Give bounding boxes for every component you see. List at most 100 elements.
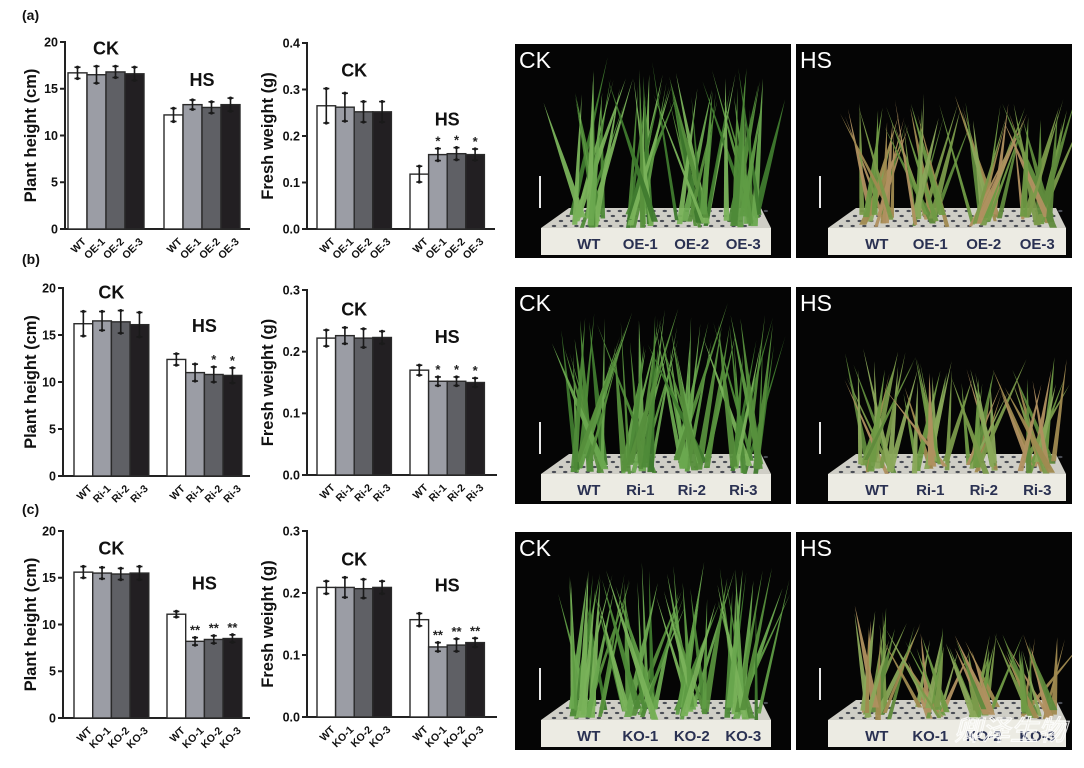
- bar-hs-ri-2: [203, 373, 224, 477]
- y-tick-label: 10: [42, 618, 56, 632]
- y-axis-title: Fresh weight (g): [259, 560, 277, 687]
- tray-hole: [957, 214, 963, 218]
- tray-hole: [693, 711, 698, 715]
- seedling-blade: [653, 93, 706, 224]
- seedling-blade: [948, 646, 976, 710]
- tray-hole: [946, 214, 951, 218]
- group-label-hs: HS: [192, 316, 217, 336]
- error-cap-dot: [132, 78, 137, 82]
- bar-hs-ri-1: [427, 380, 448, 476]
- error-cap-dot: [324, 121, 328, 125]
- seedling-blade: [997, 118, 1023, 219]
- error-cap-dot: [209, 111, 214, 115]
- seedling-blade: [680, 602, 716, 717]
- error-cap-dot: [380, 120, 384, 124]
- significance-marker: **: [227, 620, 238, 635]
- seedling-blade: [1027, 645, 1058, 711]
- photo-c-ck: WT KO-1 KO-2 KO-3 CK: [515, 532, 791, 750]
- seedling-blade: [940, 651, 970, 712]
- x-tick-label: WT: [411, 481, 431, 501]
- bar-ck-oe-1: [334, 106, 355, 230]
- significance-marker: *: [435, 134, 441, 149]
- group-label-ck: CK: [341, 550, 367, 570]
- tray-hole: [897, 716, 902, 720]
- group-label-ck: CK: [341, 300, 367, 320]
- tray-label-ko-1: KO-1: [912, 728, 948, 745]
- condition-label: CK: [519, 535, 552, 561]
- seedling-blade: [701, 598, 708, 709]
- tray-front: [541, 720, 771, 747]
- seedling-blade: [577, 313, 595, 469]
- panel-label-b: (b): [22, 251, 40, 267]
- condition-label: HS: [800, 47, 832, 73]
- bar-hs-ri-3: [465, 381, 486, 476]
- seedling-blade: [740, 318, 763, 469]
- error-cap-dot: [171, 119, 176, 124]
- tray-hole: [1020, 219, 1026, 223]
- condition-label: HS: [800, 290, 832, 316]
- bar-hs-ko-1: [427, 646, 448, 718]
- error-cap-dot: [454, 146, 459, 150]
- seedling-blade: [584, 589, 615, 718]
- seedling-blade: [1022, 650, 1042, 717]
- error-cap-dot: [212, 634, 216, 638]
- tray-hole: [686, 716, 691, 720]
- tray-hole: [659, 465, 665, 469]
- tray-hole: [1004, 706, 1009, 710]
- seedling-blade: [605, 570, 659, 720]
- seedling-blade: [572, 78, 626, 222]
- seedling-blade: [1026, 99, 1064, 216]
- y-tick-label: 0.1: [283, 407, 300, 421]
- tray-hole: [671, 219, 676, 223]
- photo-svg: WT OE-1 OE-2 OE-3 HS: [796, 44, 1072, 258]
- tray-hole: [932, 224, 937, 228]
- tray-hole: [1058, 455, 1063, 459]
- error-cap-dot: [343, 91, 347, 95]
- seedling-blade: [608, 79, 659, 222]
- error-cap-dot: [137, 310, 142, 315]
- bar-hs-wt: [409, 369, 430, 476]
- significance-marker: *: [435, 362, 441, 377]
- seedling-blade: [863, 357, 916, 461]
- tray-label-oe-1: OE-1: [623, 236, 658, 253]
- seedling-blade: [673, 322, 709, 461]
- tray-hole: [990, 224, 995, 228]
- seedling-blade: [1046, 111, 1058, 218]
- error-cap-dot: [436, 375, 440, 379]
- tray-hole: [708, 716, 714, 720]
- seedling-blade: [675, 72, 710, 224]
- photo-svg: WT Ri-1 Ri-2 Ri-3 CK: [515, 287, 791, 504]
- tray-hole: [950, 219, 956, 223]
- tray-hole: [720, 224, 725, 228]
- seedling-blade: [933, 646, 944, 708]
- seedling-blade: [598, 600, 632, 715]
- error-cap-dot: [436, 383, 440, 388]
- tray-hole: [899, 460, 904, 464]
- seedling-blade: [971, 650, 996, 715]
- error-cap-dot: [343, 595, 347, 599]
- bar-ck-wt: [316, 337, 337, 476]
- tray-hole: [720, 716, 725, 720]
- seedling-blade: [970, 369, 997, 463]
- chart-svg: Fresh weight (g)0.00.10.20.30.4WTOE-1OE-…: [259, 36, 495, 262]
- error-cap-dot: [113, 75, 118, 80]
- seedling-blade: [989, 634, 1023, 710]
- seedling-blade: [916, 648, 940, 710]
- tray-hole: [697, 716, 703, 720]
- tray-hole: [763, 209, 768, 213]
- tray-hole: [666, 214, 672, 218]
- error-cap-dot: [228, 109, 233, 113]
- seedling-blade: [602, 579, 642, 709]
- error-cap-dot: [380, 592, 384, 596]
- chart-svg: Plant height (cm)05101520WTKO-1KO-2KO-3C…: [22, 524, 250, 751]
- tray-hole: [715, 219, 721, 223]
- chart-svg: Fresh weight (g)0.00.10.20.3WTKO-1KO-2KO…: [259, 524, 497, 750]
- error-cap-dot: [119, 308, 123, 313]
- seedling-blade: [570, 317, 586, 473]
- seedling-blade: [992, 369, 1035, 461]
- tray-hole: [749, 465, 754, 469]
- tray-hole: [563, 470, 568, 474]
- error-cap-dot: [174, 609, 178, 614]
- error-cap-dot: [324, 328, 328, 332]
- seedling-blade: [643, 75, 654, 224]
